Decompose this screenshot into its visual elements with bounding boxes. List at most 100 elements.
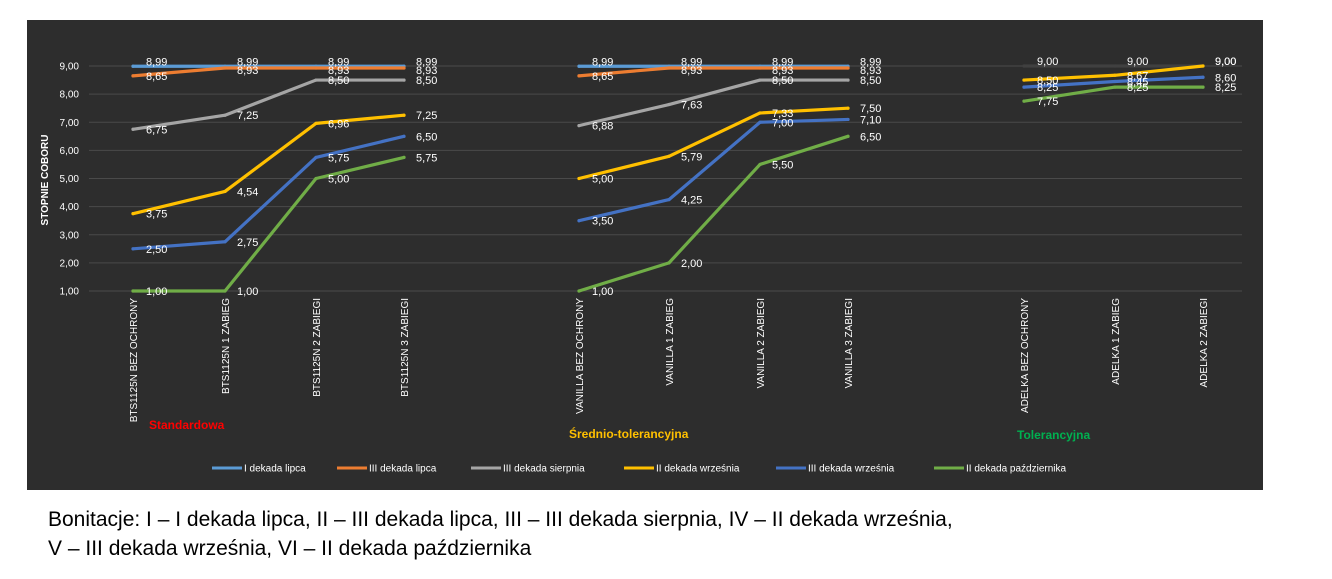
y-tick-label: 3,00 — [60, 230, 80, 241]
data-point — [131, 212, 135, 216]
data-label: 8,93 — [772, 65, 793, 77]
legend-label: II dekada września — [656, 464, 740, 475]
group-label: Standardowa — [149, 418, 225, 432]
y-tick-label: 7,00 — [60, 118, 80, 129]
data-label: 7,10 — [860, 114, 881, 126]
data-label: 8,25 — [1037, 82, 1058, 94]
y-axis-label: STOPNIE COBORU — [40, 135, 51, 226]
data-label: 8,99 — [860, 56, 881, 68]
data-label: 7,25 — [416, 110, 437, 122]
data-point — [846, 117, 850, 122]
data-point — [667, 102, 671, 107]
category-label: BTS1125N BEZ OCHRONY — [129, 298, 140, 423]
data-point — [577, 124, 581, 128]
data-point — [131, 64, 135, 68]
data-point — [1113, 79, 1117, 84]
data-point — [314, 176, 318, 181]
data-point — [131, 127, 135, 131]
data-point — [758, 66, 762, 70]
data-label: 8,50 — [860, 75, 881, 87]
series-line — [131, 113, 406, 216]
data-point — [131, 74, 135, 78]
caption: Bonitacje: I – I dekada lipca, II – III … — [48, 505, 1308, 563]
data-point — [314, 121, 318, 125]
group-label: Średnio-tolerancyjna — [569, 426, 689, 441]
data-label: 7,63 — [681, 100, 702, 112]
data-labels: 8,99 8,99 8,99 8,99 8,65 8,93 8,93 8,93 6,75 7,25… — [146, 56, 1236, 298]
series-line — [131, 66, 406, 78]
data-point — [577, 289, 581, 293]
category-label: BTS1125N 1 ZABIEG — [221, 298, 232, 394]
data-label: 7,33 — [772, 108, 793, 120]
data-label: 8,93 — [237, 65, 258, 77]
series-line — [577, 117, 850, 223]
data-label: 8,93 — [860, 65, 881, 77]
data-point — [1201, 64, 1205, 68]
y-tick-label: 8,00 — [60, 90, 80, 101]
data-label: 4,54 — [237, 186, 258, 198]
legend-label: III dekada lipca — [369, 464, 437, 475]
series-line — [577, 106, 850, 181]
series-line — [131, 134, 406, 251]
data-label: 9,00 — [1037, 56, 1058, 68]
data-point — [667, 66, 671, 70]
data-label: 2,50 — [146, 244, 167, 256]
data-label: 6,75 — [146, 124, 167, 136]
series-line — [577, 78, 850, 128]
data-point — [577, 219, 581, 223]
category-label: BTS1125N 3 ZABIEGI — [400, 298, 411, 397]
data-point — [577, 176, 581, 181]
group-label: Tolerancyjna — [1017, 428, 1090, 442]
data-point — [1113, 85, 1117, 89]
y-tick-label: 5,00 — [60, 174, 80, 185]
legend: I dekada lipca III dekada lipca III dekada… — [212, 464, 1067, 475]
data-point — [223, 66, 227, 70]
category-label: ADELKA BEZ OCHRONY — [1020, 298, 1031, 413]
data-label: 6,88 — [592, 121, 613, 133]
data-point — [402, 155, 406, 160]
data-label: 3,75 — [146, 209, 167, 221]
data-label: 1,00 — [146, 286, 167, 298]
x-axis-categories: BTS1125N BEZ OCHRONY BTS1125N 1 ZABIEG BTS… — [129, 298, 1210, 423]
data-label: 8,50 — [328, 75, 349, 87]
data-label: 8,99 — [237, 56, 258, 68]
data-point — [1022, 64, 1026, 68]
group-labels: Standardowa Średnio-tolerancyjna Tolerancy… — [149, 418, 1090, 442]
data-point — [846, 66, 850, 70]
data-label: 8,50 — [1037, 75, 1058, 87]
y-tick-label: 4,00 — [60, 202, 80, 213]
chart: 1,00 2,00 3,00 4,00 5,00 6,00 7,00 8,00 9,00 STO… — [27, 20, 1263, 490]
data-point — [846, 78, 850, 82]
series-line — [131, 78, 406, 131]
data-point — [577, 64, 581, 68]
data-label: 8,50 — [772, 75, 793, 87]
data-point — [846, 134, 850, 138]
data-point — [846, 106, 850, 110]
data-label: 6,50 — [860, 131, 881, 143]
data-point — [131, 289, 135, 293]
data-label: 8,99 — [772, 56, 793, 68]
data-label: 2,00 — [681, 258, 702, 270]
category-label: ADELKA 1 ZABIEG — [1111, 298, 1122, 385]
data-point — [223, 113, 227, 117]
data-point — [1201, 85, 1205, 89]
caption-line-2: V – III dekada września, VI – II dekada … — [48, 537, 532, 560]
data-label: 5,75 — [416, 152, 437, 164]
data-label: 8,93 — [328, 65, 349, 77]
data-label: 6,50 — [416, 131, 437, 143]
data-label: 8,50 — [416, 75, 437, 87]
data-point — [1022, 85, 1026, 89]
series-line — [131, 155, 406, 293]
data-label: 5,00 — [328, 174, 349, 186]
data-label: 7,50 — [860, 103, 881, 115]
data-label: 8,25 — [1127, 82, 1148, 94]
y-tick-label: 1,00 — [60, 287, 80, 298]
data-point — [223, 240, 227, 244]
category-label: BTS1125N 2 ZABIEGI — [312, 298, 323, 397]
legend-label: III dekada września — [808, 464, 895, 475]
category-label: ADELKA 2 ZABIEGI — [1199, 298, 1210, 387]
data-label: 8,93 — [416, 65, 437, 77]
data-point — [314, 78, 318, 82]
data-point — [667, 197, 671, 202]
series-line — [577, 134, 850, 293]
